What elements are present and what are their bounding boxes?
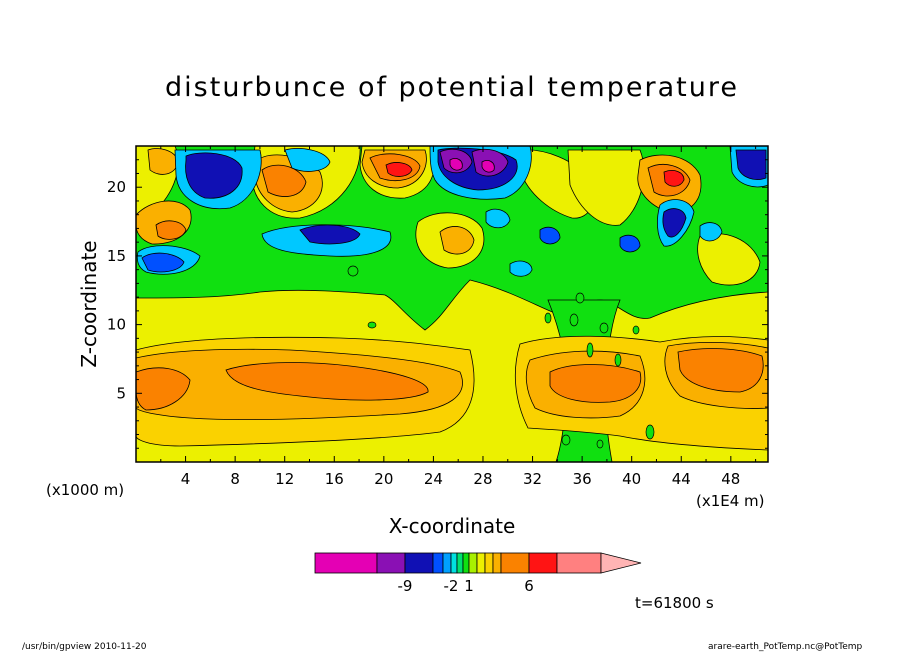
colorbar-cell-15: [556, 552, 602, 574]
region-green-speck-9: [632, 325, 640, 335]
region-green-speck-7: [561, 434, 571, 446]
region-green-speck-11: [614, 353, 622, 367]
region-warm-core-6: [155, 220, 187, 240]
colorbar-cell-6: [450, 552, 458, 574]
x-tick-label-10: 40: [622, 470, 641, 488]
region-green-speck-8: [596, 439, 604, 449]
y-tick-label-3: 15: [107, 247, 126, 265]
contour-field: [136, 146, 768, 462]
region-cold-cell-7: [284, 148, 331, 172]
x-tick-label-5: 20: [374, 470, 393, 488]
colorbar-label-1: -9: [398, 577, 413, 595]
colorbar-label-4: 6: [524, 577, 534, 595]
region-cold-cell-6: [299, 224, 361, 245]
x-tick-label-1: 4: [181, 470, 191, 488]
region-green-speck-1: [347, 265, 359, 277]
x-tick-label-4: 16: [325, 470, 344, 488]
colorbar-cell-10: [476, 552, 486, 574]
x-axis-unit-right: (x1E4 m): [696, 492, 765, 510]
region-green-speck-2: [367, 321, 377, 329]
region-cold-cell-13: [481, 160, 495, 173]
region-green-speck-6: [645, 424, 655, 440]
colorbar-cell-11: [484, 552, 494, 574]
region-cold-cell-4: [141, 252, 185, 273]
y-tick-label-4: 20: [107, 178, 126, 196]
footer-source-file: arare-earth_PotTemp.nc@PotTemp: [708, 642, 863, 652]
colorbar: -9 -2 1 6: [314, 552, 642, 595]
region-cold-cell-20: [509, 260, 533, 277]
x-tick-label-6: 24: [424, 470, 443, 488]
colorbar-label-3: 1: [464, 577, 474, 595]
colorbar-label-2: -2: [444, 577, 459, 595]
region-warm-core-3: [385, 162, 413, 177]
region-yellow-upper-7: [697, 233, 761, 286]
region-orange-upper-6: [439, 226, 475, 255]
colorbar-cell-3: [404, 552, 434, 574]
x-axis-unit-left: (x1000 m): [46, 481, 125, 499]
y-axis-label: Z-coordinate: [77, 240, 101, 367]
colorbar-cell-14: [528, 552, 558, 574]
region-green-speck-12: [575, 292, 585, 304]
colorbar-arrow: [600, 552, 642, 574]
x-tick-label-8: 32: [523, 470, 542, 488]
region-green-speck-4: [586, 342, 594, 358]
x-tick-label-7: 28: [473, 470, 492, 488]
region-warm-core-1: [261, 164, 307, 197]
region-warm-lower-9: [677, 348, 764, 393]
region-warm-core-5: [663, 170, 685, 187]
region-warm-lower-8: [549, 364, 642, 403]
region-green-speck-5: [599, 322, 609, 334]
region-cold-cell-12: [449, 158, 463, 171]
region-green-speck-3: [569, 313, 579, 327]
x-tick-label-12: 48: [721, 470, 740, 488]
region-cold-cell-22: [619, 234, 641, 253]
colorbar-cell-9: [468, 552, 478, 574]
x-tick-label-3: 12: [275, 470, 294, 488]
colorbar-cell-13: [500, 552, 530, 574]
colorbar-cell-1: [314, 552, 378, 574]
region-warm-lower-7: [225, 362, 429, 401]
y-tick-label-2: 10: [107, 316, 126, 334]
colorbar-cell-7: [456, 552, 464, 574]
region-warm-lower-6: [136, 367, 191, 411]
region-cold-cell-17: [662, 208, 687, 238]
colorbar-cell-12: [492, 552, 502, 574]
x-axis: 4 8 12 16 20 24 28 32 36 40 44 48: [160, 146, 757, 488]
x-tick-label-9: 36: [573, 470, 592, 488]
y-axis: 5 10 15 20: [107, 159, 768, 449]
x-tick-label-2: 8: [230, 470, 240, 488]
region-cold-cell-21: [539, 226, 561, 245]
colorbar-cell-4: [432, 552, 444, 574]
region-cold-cell-19: [485, 208, 511, 229]
chart-title: disturbunce of potential temperature: [165, 72, 739, 103]
time-annotation: t=61800 s: [635, 594, 714, 612]
x-axis-label: X-coordinate: [388, 514, 516, 538]
colorbar-cell-5: [442, 552, 452, 574]
x-tick-label-11: 44: [672, 470, 691, 488]
y-tick-label-1: 5: [116, 384, 126, 402]
region-green-speck-10: [544, 312, 552, 324]
region-cold-cell-2: [185, 152, 243, 199]
footer-program-date: /usr/bin/gpview 2010-11-20: [22, 642, 147, 652]
colorbar-cell-2: [376, 552, 406, 574]
region-cold-cell-18: [699, 222, 723, 242]
region-cold-cell-15: [735, 149, 767, 180]
plot-frame: [135, 145, 769, 463]
colorbar-cell-8: [462, 552, 470, 574]
